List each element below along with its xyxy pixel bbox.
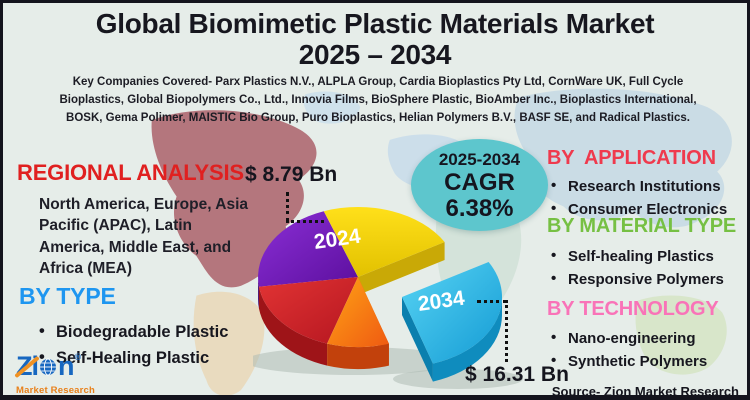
globe-icon xyxy=(40,358,56,375)
list-item: Consumer Electronics xyxy=(551,198,727,222)
logo-tagline: Market Research xyxy=(16,385,95,395)
list-item: Responsive Polymers xyxy=(551,268,724,292)
by-type-list: Biodegradable Plastic Self-Healing Plast… xyxy=(39,319,228,372)
by-technology-heading: BY TECHNOLOGY xyxy=(547,298,719,320)
logo-text-part2: n xyxy=(58,351,74,381)
regional-analysis-text: North America, Europe, Asia Pacific (APA… xyxy=(39,196,249,278)
list-item: Biodegradable Plastic xyxy=(39,319,228,346)
key-companies-note: Key Companies Covered- Parx Plastics N.V… xyxy=(59,76,697,124)
pie-slice-orange xyxy=(327,277,389,348)
pie-slice-2024 xyxy=(258,211,358,287)
market-value-2024: $ 8.79 Bn xyxy=(245,163,338,186)
pie-wall-red xyxy=(259,286,328,366)
by-application-heading: BY APPLICATION xyxy=(547,147,716,169)
cagr-metric: CAGR xyxy=(444,169,515,196)
list-item: Self-Healing Plastic xyxy=(39,345,228,372)
list-item: Synthetic Polymers xyxy=(551,350,707,374)
cagr-value: 6.38% xyxy=(445,194,514,222)
pie-slice-2034 xyxy=(402,262,503,364)
by-material-type-heading: BY MATERIAL TYPE xyxy=(547,215,737,237)
by-type-heading: BY TYPE xyxy=(19,283,116,309)
pie-wall-cyan xyxy=(432,297,502,382)
pie-slice-yellow xyxy=(323,206,445,277)
connector-line xyxy=(477,300,507,303)
connector-line xyxy=(286,220,324,223)
connector-line xyxy=(286,192,289,222)
pie-shadow xyxy=(393,369,523,389)
regional-analysis-heading: REGIONAL ANALYSIS xyxy=(17,160,244,185)
source-attribution: Source- Zion Market Research xyxy=(551,384,739,399)
market-pie-chart: 2024 2034 xyxy=(253,206,523,389)
by-material-type-list: Self-healing Plastics Responsive Polymer… xyxy=(551,245,724,292)
cagr-bubble: 2025-2034 CAGR 6.38% xyxy=(411,139,548,231)
pie-wall-purple xyxy=(258,277,259,309)
pie-cut-face-yellow xyxy=(358,242,445,295)
list-item: Research Institutions xyxy=(551,175,727,199)
by-application-list: Research Institutions Consumer Electroni… xyxy=(551,175,727,222)
market-value-2034: $ 16.31 Bn xyxy=(465,363,569,386)
zion-market-research-logo: Zi n ® Market Research xyxy=(14,351,108,395)
connector-line xyxy=(505,300,508,362)
cagr-period: 2025-2034 xyxy=(438,150,521,169)
by-technology-list: Nano-engineering Synthetic Polymers xyxy=(551,327,707,374)
pie-slice-red xyxy=(259,277,358,344)
title-line-2: 2025 – 2034 xyxy=(298,39,452,71)
pie-wall-orange xyxy=(327,343,389,370)
registered-mark: ® xyxy=(74,352,82,362)
pie-wall-cyan-cut xyxy=(402,297,433,382)
page-title: Global Biomimetic Plastic Materials Mark… xyxy=(3,8,747,71)
list-item: Self-healing Plastics xyxy=(551,245,724,269)
title-line-1: Global Biomimetic Plastic Materials Mark… xyxy=(95,8,655,39)
list-item: Nano-engineering xyxy=(551,327,707,351)
